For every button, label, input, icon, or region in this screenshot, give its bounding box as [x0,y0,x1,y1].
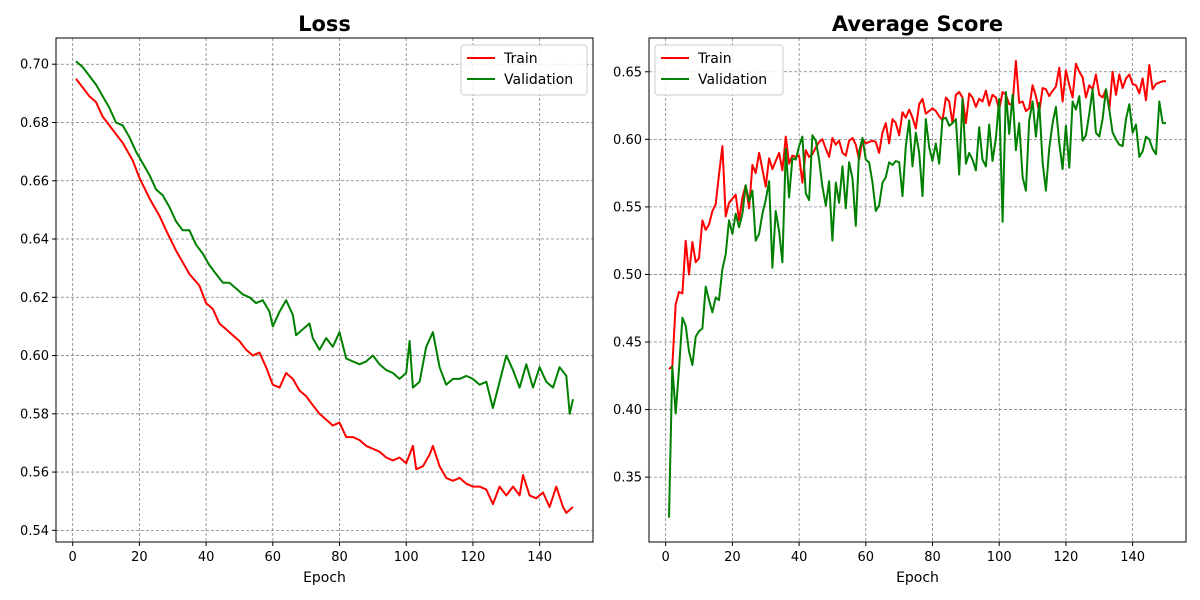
x-tick-label: 80 [331,550,348,565]
legend: Train Validation [460,44,588,96]
y-tick-label: 0.56 [20,466,49,481]
series-line-train [668,60,1166,370]
x-tick-label: 20 [724,550,741,565]
y-tick-label: 0.55 [613,200,642,215]
legend-label: Validation [504,72,573,88]
series-line-validation [668,88,1166,518]
y-tick-label: 0.58 [20,407,49,422]
y-tick-label: 0.66 [20,174,49,189]
legend: Train Validation [654,44,784,96]
x-axis-label: Epoch [303,570,346,586]
series-line-train [75,78,574,514]
legend-label: Train [697,51,732,67]
y-tick-label: 0.45 [613,336,642,351]
x-tick-label: 0 [69,550,77,565]
x-tick-label: 140 [527,550,552,565]
x-tick-label: 20 [131,550,148,565]
chart-title: Loss [298,12,351,36]
plot-frame [648,37,1187,543]
y-tick-label: 0.62 [20,291,49,306]
x-tick-label: 40 [198,550,215,565]
y-tick-label: 0.64 [20,233,49,248]
y-tick-label: 0.40 [613,403,642,418]
panel-0: Loss 0 20 40 60 80 100 120 140 0.54 0.56 0.58 0.60 0.… [20,12,594,586]
chart-title: Average Score [832,12,1003,36]
x-tick-label: 80 [924,550,941,565]
x-tick-label: 120 [1054,550,1079,565]
y-tick-label: 0.60 [20,349,49,364]
x-axis-label: Epoch [896,570,939,586]
x-tick-label: 100 [987,550,1012,565]
x-tick-label: 40 [791,550,808,565]
x-tick-label: 0 [662,550,670,565]
series-line-validation [75,60,574,415]
y-tick-label: 0.70 [20,58,49,73]
y-tick-label: 0.54 [20,524,49,539]
x-tick-label: 60 [265,550,282,565]
legend-label: Validation [698,72,767,88]
y-tick-label: 0.65 [613,65,642,80]
legend-label: Train [503,51,538,67]
x-tick-label: 60 [858,550,875,565]
y-tick-label: 0.50 [613,268,642,283]
y-tick-label: 0.68 [20,116,49,131]
x-tick-label: 120 [461,550,486,565]
x-tick-label: 140 [1120,550,1145,565]
panel-1: Average Score 0 20 40 60 80 100 120 140 0.35 0.40 0… [613,12,1187,586]
y-tick-label: 0.60 [613,133,642,148]
x-tick-label: 100 [394,550,419,565]
plot-frame [55,37,594,543]
y-tick-label: 0.35 [613,471,642,486]
